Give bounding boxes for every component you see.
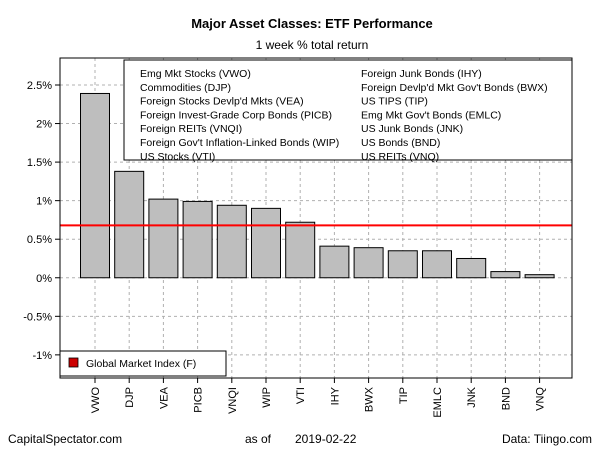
y-tick-label: -1%	[32, 350, 52, 362]
x-tick-label: VWO	[90, 387, 102, 414]
y-tick-label: -0.5%	[23, 311, 52, 323]
x-tick-label: DJP	[124, 387, 136, 408]
etf-legend-entry: Emg Mkt Gov't Bonds (EMLC)	[361, 109, 501, 121]
bar-vwo	[80, 92, 110, 279]
x-tick-label: IHY	[329, 386, 341, 405]
chart-subtitle: 1 week % total return	[256, 38, 369, 52]
x-tick-label: TIP	[398, 387, 410, 404]
bar-emlc	[422, 250, 452, 279]
etf-legend-entry: Foreign Junk Bonds (IHY)	[361, 68, 482, 80]
bar-vnqi	[216, 204, 247, 279]
x-tick-label: BND	[500, 387, 512, 410]
y-tick-label: 1%	[36, 196, 52, 208]
bar-wip	[251, 207, 281, 279]
chart-title: Major Asset Classes: ETF Performance	[191, 16, 433, 31]
etf-legend-left-column: Emg Mkt Stocks (VWO) Commodities (DJP) For…	[140, 68, 339, 163]
bars	[80, 92, 555, 279]
etf-legend-entry: US TIPS (TIP)	[361, 96, 428, 108]
bar-bnd	[490, 271, 521, 279]
x-tick-label: BWX	[364, 386, 376, 412]
footer-source-left: CapitalSpectator.com	[8, 432, 122, 446]
bar-vea	[148, 198, 179, 279]
x-tick-label: EMLC	[432, 387, 444, 418]
index-legend-box	[59, 350, 227, 377]
y-tick-label: 2.5%	[27, 80, 52, 92]
x-tick-label: JNK	[466, 386, 478, 407]
etf-legend: Emg Mkt Stocks (VWO) Commodities (DJP) For…	[123, 59, 573, 163]
index-legend-label: Global Market Index (F)	[86, 358, 196, 370]
etf-legend-entry: Foreign Invest-Grade Corp Bonds (PICB)	[140, 109, 332, 121]
plot-frame	[59, 57, 573, 379]
bar-tip	[387, 250, 418, 279]
x-tick-label: VNQI	[227, 387, 239, 414]
etf-legend-entry: US Junk Bonds (JNK)	[361, 123, 463, 135]
axes: -1% -0.5% 0% 0.5% 1% 1.5% 2% 2.5% VWO DJP VEA PICB V…	[23, 80, 546, 418]
bar-picb	[182, 200, 213, 279]
etf-legend-entry: Emg Mkt Stocks (VWO)	[140, 68, 251, 80]
etf-legend-entry: US Bonds (BND)	[361, 137, 440, 149]
etf-legend-entry: Commodities (DJP)	[140, 82, 231, 94]
bar-ihy	[319, 245, 350, 279]
x-tick-label: WIP	[261, 387, 273, 408]
footer-as-of-date: 2019-02-22	[295, 432, 357, 446]
bar-vnq	[524, 274, 555, 279]
y-tick-label: 0%	[36, 273, 52, 285]
y-tick-label: 2%	[36, 119, 52, 131]
footer-as-of-label: as of	[245, 432, 272, 446]
x-tick-label: PICB	[193, 387, 205, 413]
etf-legend-entry: Foreign Stocks Devlp'd Mkts (VEA)	[140, 96, 304, 108]
x-tick-label: VTI	[295, 387, 307, 404]
etf-legend-entry: Foreign Devlp'd Mkt Gov't Bonds (BWX)	[361, 82, 548, 94]
footer-source-right: Data: Tiingo.com	[502, 432, 592, 446]
etf-legend-right-column: Foreign Junk Bonds (IHY) Foreign Devlp'd …	[361, 68, 548, 163]
bar-bwx	[353, 247, 384, 279]
bar-vti	[285, 221, 316, 279]
index-legend-swatch	[68, 357, 79, 368]
etf-legend-box	[123, 59, 573, 161]
index-legend: Global Market Index (F)	[59, 350, 227, 377]
y-tick-label: 1.5%	[27, 157, 52, 169]
etf-legend-entry: Foreign Gov't Inflation-Linked Bonds (WI…	[140, 137, 339, 149]
etf-legend-entry: US Stocks (VTI)	[140, 151, 215, 163]
x-tick-label: VEA	[158, 386, 170, 409]
etf-legend-entry: US REITs (VNQ)	[361, 151, 439, 163]
y-tick-label: 0.5%	[27, 234, 52, 246]
x-tick-label: VNQ	[535, 387, 547, 411]
bar-jnk	[456, 257, 487, 279]
etf-legend-entry: Foreign REITs (VNQI)	[140, 123, 242, 135]
